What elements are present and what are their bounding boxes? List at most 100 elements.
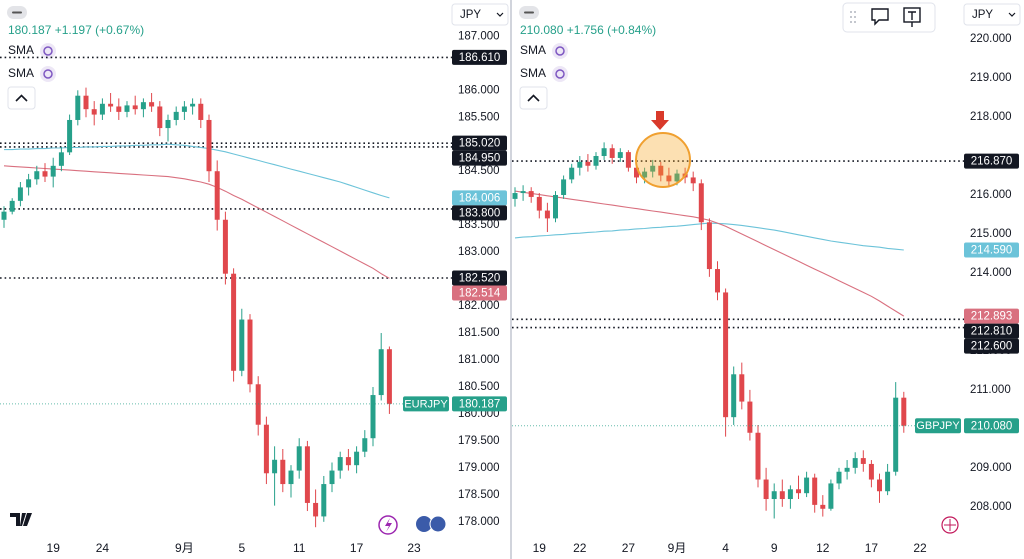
comment-tool[interactable] bbox=[871, 8, 889, 26]
x-tick-label: 19 bbox=[47, 541, 61, 555]
candle-body bbox=[329, 470, 335, 485]
candle-body bbox=[140, 102, 146, 110]
x-tick-label: 4 bbox=[722, 541, 729, 555]
candle-body bbox=[828, 483, 834, 509]
candle-body bbox=[354, 451, 360, 466]
candle-body bbox=[83, 95, 89, 110]
candle-body bbox=[650, 165, 656, 172]
candle-body bbox=[739, 374, 745, 402]
sma-line bbox=[3, 165, 390, 279]
candle-body bbox=[690, 177, 696, 184]
indicator-icon-ring bbox=[555, 69, 565, 79]
indicator-label: SMA bbox=[520, 66, 546, 80]
pill-icon bbox=[12, 11, 22, 14]
candle-body bbox=[836, 471, 842, 484]
candle-body bbox=[528, 191, 534, 197]
collapse-button[interactable] bbox=[7, 86, 36, 110]
candle-body bbox=[231, 273, 237, 371]
y-tick-label: 208.000 bbox=[970, 501, 1012, 513]
price-label: 214.590 bbox=[971, 244, 1013, 256]
candle-body bbox=[617, 152, 623, 158]
candle-body bbox=[885, 471, 891, 492]
candle-body bbox=[337, 457, 343, 471]
flag-icon[interactable] bbox=[416, 516, 432, 532]
y-tick-label: 181.000 bbox=[458, 354, 500, 366]
candle-body bbox=[625, 152, 631, 168]
price-label: 185.020 bbox=[459, 138, 501, 150]
flag-cross bbox=[944, 519, 956, 531]
price-label: 182.514 bbox=[459, 288, 501, 300]
candle-body bbox=[634, 167, 639, 178]
candle-body bbox=[747, 401, 753, 433]
candle-body bbox=[116, 106, 122, 112]
price-label-box bbox=[452, 49, 507, 65]
candle-body bbox=[731, 374, 737, 418]
price-label: 212.600 bbox=[971, 341, 1013, 353]
price-label: 212.893 bbox=[971, 311, 1013, 323]
y-tick-label: 183.500 bbox=[458, 219, 500, 231]
candle-body bbox=[91, 109, 97, 115]
candle-body bbox=[239, 319, 245, 371]
candle-body bbox=[771, 491, 777, 500]
candle-body bbox=[198, 103, 204, 120]
price-label-box bbox=[452, 396, 507, 412]
candle-body bbox=[577, 161, 583, 168]
x-tick-label: 12 bbox=[816, 541, 830, 555]
price-label-box bbox=[964, 308, 1019, 324]
price-label-box bbox=[452, 205, 507, 221]
candle-body bbox=[763, 479, 769, 500]
currency-dropdown[interactable] bbox=[963, 3, 1021, 26]
collapse-button[interactable] bbox=[519, 86, 548, 110]
y-tick-label: 183.000 bbox=[458, 246, 500, 258]
chevron-up bbox=[527, 94, 540, 102]
candle-body bbox=[787, 489, 793, 500]
candle-body bbox=[58, 152, 64, 166]
symbol-box bbox=[915, 418, 961, 434]
dropdown-chevron bbox=[496, 12, 504, 17]
currency-dropdown[interactable] bbox=[451, 3, 509, 26]
candle-body bbox=[222, 219, 228, 274]
candle-body bbox=[17, 187, 23, 201]
candle-body bbox=[149, 102, 155, 107]
candle-body bbox=[812, 477, 818, 505]
flag-icon[interactable] bbox=[429, 515, 447, 533]
candle-body bbox=[601, 148, 607, 157]
indicator-icon bbox=[40, 43, 56, 59]
y-tick-label: 219.000 bbox=[970, 72, 1012, 84]
x-tick-label: 19 bbox=[533, 541, 547, 555]
y-tick-label: 187.000 bbox=[458, 30, 500, 42]
y-tick-label: 185.500 bbox=[458, 111, 500, 123]
candle-body bbox=[820, 504, 826, 509]
drawing-toolbar bbox=[842, 2, 936, 33]
candle-body bbox=[796, 489, 801, 494]
price-label-box bbox=[452, 150, 507, 166]
candle-body bbox=[378, 349, 384, 396]
candle-body bbox=[755, 432, 761, 480]
candle-body bbox=[512, 193, 518, 199]
candle-body bbox=[50, 165, 56, 177]
candle-body bbox=[288, 470, 294, 485]
candle-body bbox=[877, 479, 882, 492]
quote: 210.080 +1.756 (+0.84%) bbox=[520, 23, 656, 37]
candle-body bbox=[804, 477, 810, 494]
indicator-icon-ring bbox=[555, 46, 565, 56]
candle-body bbox=[901, 397, 907, 426]
tradingview-logo[interactable] bbox=[10, 513, 32, 526]
price-label: 212.810 bbox=[971, 326, 1013, 338]
x-tick-label: 22 bbox=[913, 541, 927, 555]
y-tick-label: 214.000 bbox=[970, 267, 1012, 279]
price-label-box bbox=[964, 153, 1019, 169]
annotation-arrow bbox=[651, 111, 669, 130]
candle-body bbox=[9, 200, 15, 212]
candle-body bbox=[609, 148, 615, 158]
candle-body bbox=[1, 211, 7, 220]
y-tick-label: 216.000 bbox=[970, 189, 1012, 201]
toolbar-grip[interactable] bbox=[850, 11, 856, 23]
candle-body bbox=[370, 395, 376, 439]
price-label-box bbox=[964, 323, 1019, 339]
x-tick-label: 5 bbox=[238, 541, 245, 555]
y-tick-label: 179.500 bbox=[458, 435, 500, 447]
candle-body bbox=[860, 458, 866, 464]
price-label-box bbox=[452, 285, 507, 301]
x-tick-label: 17 bbox=[865, 541, 879, 555]
